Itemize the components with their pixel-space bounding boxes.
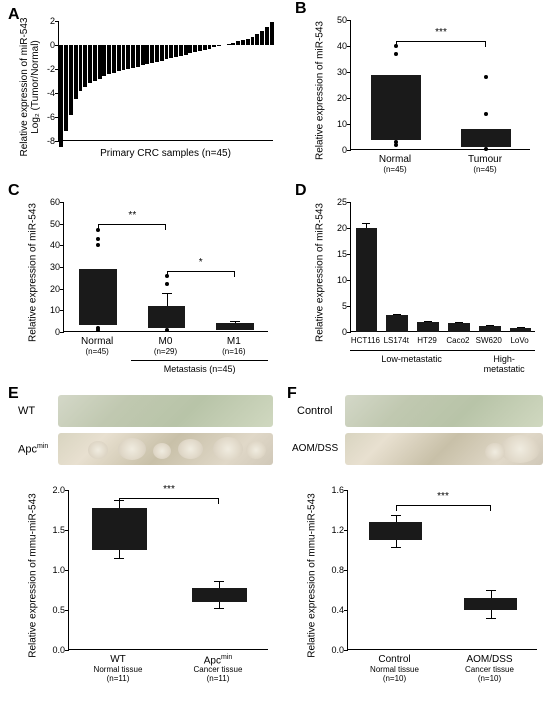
panel-d: D Relative expression of miR-543 0510152…	[295, 182, 545, 377]
significance-marker: **	[98, 210, 166, 221]
category-label: Normal	[63, 336, 131, 347]
panel-d-ylabel: Relative expression of miR-543	[315, 203, 326, 343]
bar	[356, 228, 378, 332]
box-bar	[79, 269, 117, 325]
panel-a-chart: -8-6-4-202	[58, 21, 273, 141]
significance-marker: ***	[119, 484, 219, 495]
bar	[479, 326, 501, 332]
significance-marker: ***	[396, 27, 486, 38]
tissue-apcmin	[58, 433, 273, 465]
box-bar	[192, 588, 247, 602]
significance-marker: *	[167, 257, 235, 268]
box-bar	[369, 522, 421, 540]
bar	[417, 322, 439, 332]
group-label: Low-metastatic	[350, 354, 473, 364]
panel-a-xlabel: Primary CRC samples (n=45)	[58, 148, 273, 159]
significance-marker: ***	[396, 491, 491, 502]
tissue-control-label: Control	[297, 405, 332, 417]
category-label: SW620	[473, 336, 504, 345]
panel-f-label: F	[287, 385, 297, 403]
category-sublabel: (n=45)	[63, 348, 131, 357]
box-bar	[92, 508, 147, 550]
panel-f-chart: 0.00.40.81.21.6 ***	[347, 490, 537, 650]
category-sublabel: (n=45)	[350, 166, 440, 175]
tissue-wt-label: WT	[18, 405, 35, 417]
category-sublabel: Normal tissue(n=11)	[68, 666, 168, 684]
category-sublabel: (n=45)	[440, 166, 530, 175]
panel-a: A Relative expression of miR-543 Log₂ (T…	[8, 6, 283, 176]
panel-f: F Control AOM/DSS Relative expression of…	[287, 385, 545, 700]
panel-e-ylabel: Relative expression of mmu-miR-543	[28, 491, 39, 661]
panel-c-chart: 0102030405060 ** *	[63, 202, 268, 332]
tissue-control	[345, 395, 543, 427]
box-bar	[461, 129, 511, 147]
category-label: HCT116	[350, 336, 381, 345]
category-label: HT29	[412, 336, 443, 345]
panel-b-chart: 01020304050 ***	[350, 20, 530, 150]
tissue-aomdss-label: AOM/DSS	[292, 443, 338, 454]
category-sublabel: (n=29)	[131, 348, 199, 357]
panel-e: E WT Apcmin Relative expression of mmu-m…	[8, 385, 280, 700]
category-sublabel: Cancer tissue(n=10)	[442, 666, 537, 684]
tissue-aomdss	[345, 433, 543, 465]
category-sublabel: (n=16)	[200, 348, 268, 357]
panel-c: C Relative expression of miR-543 0102030…	[8, 182, 283, 377]
panel-b: B Relative expression of miR-543 0102030…	[295, 0, 545, 180]
category-label: LoVo	[504, 336, 535, 345]
panel-e-label: E	[8, 385, 19, 403]
category-label: Tumour	[440, 154, 530, 165]
category-sublabel: Cancer tissue(n=11)	[168, 666, 268, 684]
box-bar	[464, 598, 516, 610]
category-sublabel: Normal tissue(n=10)	[347, 666, 442, 684]
tissue-apcmin-label: Apcmin	[18, 443, 48, 456]
panel-d-chart: 0510152025	[350, 202, 535, 332]
box-bar	[148, 306, 186, 328]
category-label: AOM/DSS	[442, 654, 537, 665]
panel-f-ylabel: Relative expression of mmu-miR-543	[307, 491, 318, 661]
panel-c-label: C	[8, 182, 20, 200]
category-label: Normal	[350, 154, 440, 165]
category-label: LS174t	[381, 336, 412, 345]
group-label: High-metastatic	[473, 354, 535, 374]
panel-e-chart: 0.00.51.01.52.0 ***	[68, 490, 268, 650]
category-label: WT	[68, 654, 168, 665]
category-label: Caco2	[443, 336, 474, 345]
panel-b-label: B	[295, 0, 307, 18]
tissue-wt	[58, 395, 273, 427]
bar	[448, 323, 470, 332]
category-label: Control	[347, 654, 442, 665]
group-label: Metastasis (n=45)	[131, 364, 268, 374]
category-label: M1	[200, 336, 268, 347]
bar	[510, 328, 532, 332]
box-bar	[216, 323, 254, 330]
category-label: M0	[131, 336, 199, 347]
bar	[386, 315, 408, 332]
panel-a-label: A	[8, 6, 20, 24]
panel-d-label: D	[295, 182, 307, 200]
box-bar	[371, 75, 421, 140]
